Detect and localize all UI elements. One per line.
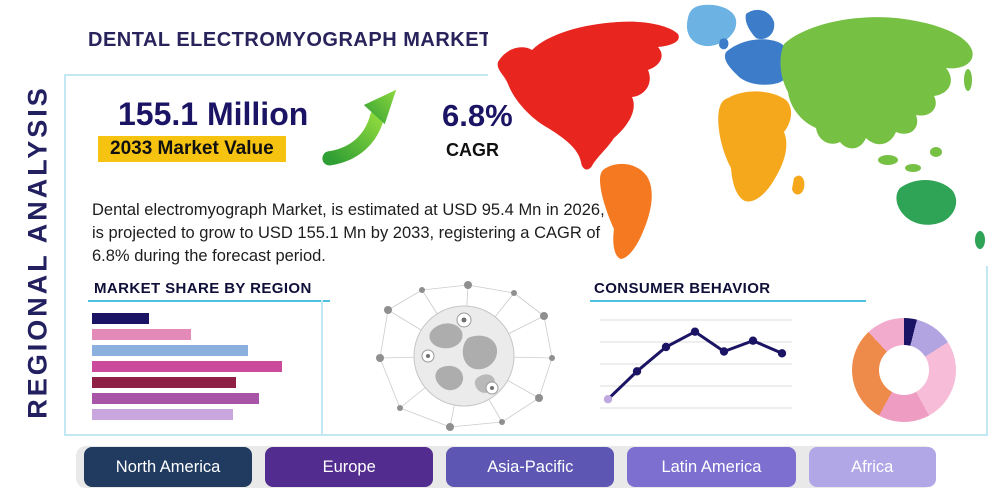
- world-map-svg: [497, 4, 985, 259]
- region-button-africa[interactable]: Africa: [808, 447, 937, 487]
- line-point: [632, 367, 642, 376]
- map-island-new-zealand: [975, 231, 985, 249]
- vertical-divider: [321, 300, 323, 434]
- cagr-label: CAGR: [446, 140, 499, 160]
- bar-segment: [92, 393, 260, 404]
- region-button-europe[interactable]: Europe: [265, 447, 434, 487]
- donut-hole: [879, 345, 929, 395]
- map-region-south-america: [600, 163, 652, 259]
- map-region-europe: [719, 9, 789, 85]
- map-region-north-america: [497, 21, 679, 170]
- bar-segment: [92, 409, 233, 420]
- section-underline-market-share: [88, 300, 330, 302]
- consumer-behavior-heading: CONSUMER BEHAVIOR: [594, 280, 771, 297]
- line-chart-svg: [600, 319, 792, 409]
- map-region-asia: [780, 17, 973, 149]
- bar-chart: [92, 313, 282, 420]
- line-point: [661, 342, 671, 352]
- vertical-section-label: REGIONAL ANALYSIS: [22, 85, 53, 419]
- market-value-label: 2033 Market Value: [98, 136, 286, 162]
- line-chart: [598, 306, 794, 424]
- map-region-greenland: [686, 4, 737, 47]
- bar-segment: [92, 313, 149, 324]
- map-island-philippines: [930, 147, 942, 157]
- line-point: [719, 347, 729, 356]
- region-button-asia-pacific[interactable]: Asia-Pacific: [446, 447, 615, 487]
- line-point: [748, 336, 758, 345]
- line-point: [690, 327, 700, 336]
- world-map: [488, 0, 1000, 266]
- map-island-japan: [964, 69, 972, 91]
- bar-segment: [92, 345, 248, 356]
- bar-segment: [92, 361, 282, 372]
- region-buttons: North America Europe Asia-Pacific Latin Ame…: [84, 446, 937, 488]
- section-underline-consumer-behavior: [590, 300, 866, 302]
- map-island-indonesia-1: [878, 155, 898, 165]
- line-point: [777, 349, 787, 358]
- growth-arrow-icon: [320, 86, 400, 170]
- map-region-australia: [896, 179, 957, 225]
- region-button-north-america[interactable]: North America: [84, 447, 253, 487]
- page-title: DENTAL ELECTROMYOGRAPH MARKET: [88, 29, 492, 52]
- market-share-heading: MARKET SHARE BY REGION: [94, 280, 312, 297]
- market-description: Dental electromyograph Market, is estima…: [92, 200, 605, 266]
- cagr-number: 6.8%: [442, 98, 513, 133]
- globe-network-icon: [372, 280, 558, 432]
- market-value-number: 155.1 Million: [118, 96, 309, 132]
- line-series: [603, 327, 787, 404]
- bar-segment: [92, 377, 237, 388]
- bar-segment: [92, 329, 191, 340]
- map-island-indonesia-2: [905, 164, 921, 172]
- region-button-latin-america[interactable]: Latin America: [627, 447, 796, 487]
- line-point: [603, 395, 613, 404]
- donut-chart: [852, 318, 956, 422]
- map-region-africa: [718, 91, 805, 202]
